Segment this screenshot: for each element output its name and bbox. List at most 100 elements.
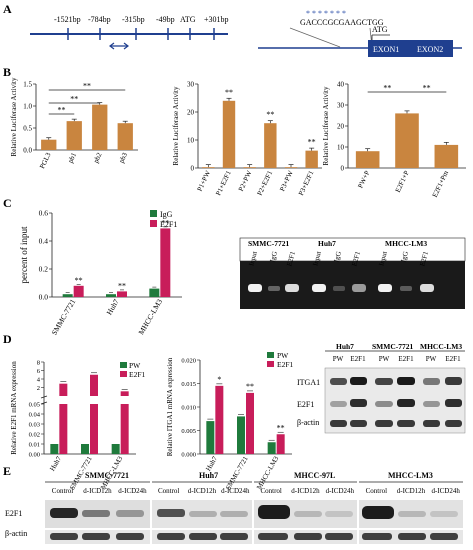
pos-301: +301bp: [204, 15, 229, 24]
mrna-legend-2: PW E2F1: [267, 351, 294, 369]
binding-stars-icon: * * * * * * *: [306, 9, 346, 18]
gel-lane-8: E2F1: [418, 250, 430, 267]
b-xtick-0-0: PGL3: [38, 151, 53, 170]
blot-d-group-lm3: MHCC-LM3: [420, 342, 462, 351]
b-bar-1-1: [222, 100, 236, 168]
atg-label: ATG: [372, 25, 388, 34]
b-ytick-1-0: 0: [191, 165, 195, 173]
d2-bar-PW-1: [237, 416, 245, 454]
d1-bar-PW-2: [111, 444, 120, 454]
b-bar-0-0: [41, 139, 57, 150]
d1-ylabel: Relative E2F1 mRNA expression: [10, 361, 18, 455]
b-bar-0-3: [117, 123, 133, 150]
b-ytick-2-0: 0: [341, 165, 345, 173]
d2-ytick-0: 0.000: [181, 452, 196, 459]
b-sig-0-2: **: [83, 82, 91, 91]
b-ytick-1-2: 20: [187, 109, 195, 117]
d2-sig-1: **: [246, 382, 254, 391]
b-xtick-2-1: E2F1+P: [394, 169, 411, 193]
exon2-box: [413, 40, 453, 57]
b-xtick-2-0: PW+P: [356, 169, 371, 189]
c-bar-E2F1-2: [160, 228, 171, 297]
b-xtick-1-0: P1+PW: [196, 169, 213, 193]
b-ytick-0-1: 0.5: [23, 125, 32, 133]
legend-igg: IgG: [160, 210, 173, 219]
d1-bar-up-E2F1-0: [59, 383, 68, 396]
western-blot-d: Huh7 SMMC-7721 MHCC-LM3 PW E2F1 PW E2F1 PW E2…: [297, 342, 466, 434]
c-ytick-1: 0.2: [39, 265, 49, 274]
b-ytick-0-2: 1.0: [23, 103, 32, 111]
b-xtick-1-1: P1+E2F1: [214, 169, 233, 197]
b-bar-0-1: [66, 121, 82, 150]
blot-e-lane-0-0: Control: [52, 487, 73, 495]
pos-49: -49bp: [156, 15, 175, 24]
panel-label-d: D: [3, 332, 12, 346]
legend-pw-1: PW: [129, 361, 141, 370]
blot-d-lane-2: PW: [379, 355, 390, 363]
legend-swatch-igg: [150, 210, 157, 217]
d2-bar-E2F1-2: [276, 434, 285, 454]
b-xtick-1-2: P2+PW: [237, 169, 254, 193]
d2-xtick-2: MHCC-LM3: [255, 455, 281, 491]
d2-ytick-1: 0.005: [181, 428, 196, 435]
legend-e2f1-2: E2F1: [277, 360, 294, 369]
c-sig-0: **: [75, 276, 83, 285]
b-xtick-0-3: pb3: [117, 151, 129, 164]
c-xtick-0: SMMC-7721: [50, 297, 78, 336]
d2-bar-PW-0: [206, 421, 215, 454]
b-bar-2-0: [355, 151, 380, 168]
blot-d-lane-3: E2F1: [398, 355, 414, 363]
panel-label-b: B: [3, 65, 11, 79]
c-ytick-0: 0.0: [39, 293, 49, 302]
d2-ytick-4: 0.020: [181, 358, 196, 365]
legend-pw-2: PW: [277, 351, 289, 360]
d1-bar-lo-E2F1-2: [120, 404, 129, 454]
c-bar-E2F1-0: [73, 285, 84, 297]
d1-bar-PW-0: [50, 444, 59, 454]
d2-ylabel: Relative ITGA1 mRNA expression: [166, 357, 174, 456]
d2-xtick-1: SMMC-7721: [224, 455, 250, 492]
blot-e-group-huh7: Huh7: [199, 471, 218, 480]
b-ylabel-0: Relative Luciferase Activity: [10, 77, 18, 156]
d1-ytick-up-3: 8: [37, 360, 40, 367]
d1-xtick-0: Huh7: [48, 455, 63, 473]
gel-lane-6: Input: [377, 250, 389, 266]
b-bar-2-1: [395, 113, 419, 168]
exon1-label: EXON1: [373, 45, 399, 54]
d1-bar-lo-E2F1-0: [59, 404, 68, 454]
gel-lane-4: IgG: [332, 250, 343, 263]
d2-bar-E2F1-1: [246, 392, 254, 454]
pos-atg: ATG: [180, 15, 196, 24]
blot-e-lane-1-0: Control: [158, 487, 179, 495]
mrna-legend-1: PW E2F1: [120, 361, 146, 379]
gel-lane-1: IgG: [268, 250, 279, 263]
blot-e-row-e2f1: E2F1: [5, 509, 22, 518]
gel-lane-2: E2F1: [285, 250, 297, 267]
d1-bar-up-E2F1-2: [120, 391, 129, 396]
exon-diagram: * * * * * * * GACCCGCGAAGCTGG ATG EXON1 …: [258, 9, 462, 57]
western-blot-e: SMMC-7721 Huh7 MHCC-97L MHCC-LM3 Control…: [5, 471, 463, 544]
c-sig-2: **: [161, 218, 169, 227]
gel-group-smmc: SMMC-7721: [248, 239, 289, 248]
c-ytick-2: 0.4: [39, 237, 49, 246]
gel-lane-5: E2F1: [350, 250, 362, 267]
b-bar-2-2: [434, 144, 459, 168]
c-bar-IgG-1: [106, 294, 116, 297]
b-ytick-2-4: 40: [337, 81, 345, 89]
c-xtick-2: MHCC-LM3: [136, 297, 164, 336]
pos-315: -315bp: [122, 15, 145, 24]
blot-e-lane-0-1: d-ICD12h: [83, 487, 112, 495]
d2-bar-E2F1-0: [215, 385, 224, 454]
gel-lane-7: IgG: [399, 250, 410, 263]
blot-d-lane-5: E2F1: [445, 355, 461, 363]
b-sig-1-3: **: [266, 110, 274, 119]
b-bar-1-2: [243, 167, 256, 168]
b-xtick-0-1: pb1: [66, 151, 78, 164]
b-xtick-1-4: P3+PW: [278, 169, 295, 193]
b-xtick-1-3: P2+E2F1: [256, 169, 275, 197]
d1-ytick-up-0: 2: [37, 385, 40, 392]
blot-e-lane-1-1: d-ICD12h: [188, 487, 217, 495]
legend-e2f1-1: E2F1: [129, 370, 146, 379]
panel-label-e: E: [3, 464, 11, 478]
d2-xtick-0: Huh7: [204, 455, 219, 473]
